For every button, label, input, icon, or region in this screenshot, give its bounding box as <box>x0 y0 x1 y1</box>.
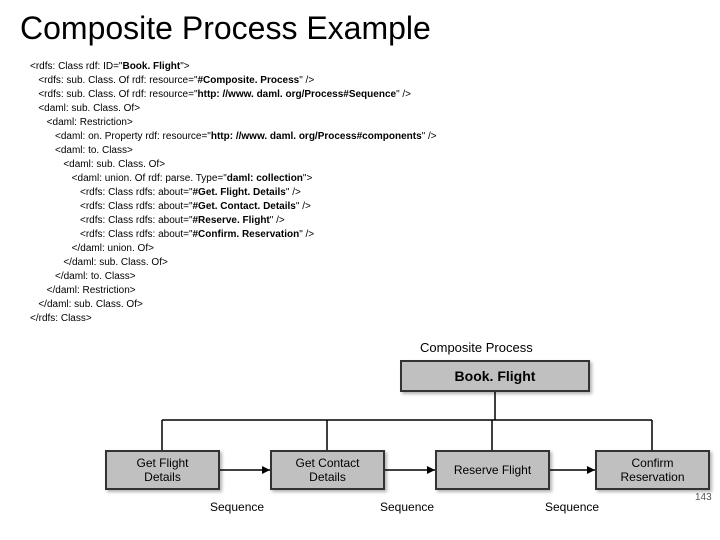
sequence-label-3: Sequence <box>545 500 599 514</box>
book-flight-box: Book. Flight <box>400 360 590 392</box>
confirm-reservation-box: Confirm Reservation <box>595 450 710 490</box>
page-number: 143 <box>695 492 712 503</box>
page-title: Composite Process Example <box>0 0 720 52</box>
composite-process-label: Composite Process <box>420 340 533 355</box>
reserve-flight-box: Reserve Flight <box>435 450 550 490</box>
sequence-label-1: Sequence <box>210 500 264 514</box>
sequence-label-2: Sequence <box>380 500 434 514</box>
get-flight-details-box: Get Flight Details <box>105 450 220 490</box>
code-block: <rdfs: Class rdf: ID="Book. Flight"> <rd… <box>0 52 720 326</box>
get-contact-details-box: Get Contact Details <box>270 450 385 490</box>
